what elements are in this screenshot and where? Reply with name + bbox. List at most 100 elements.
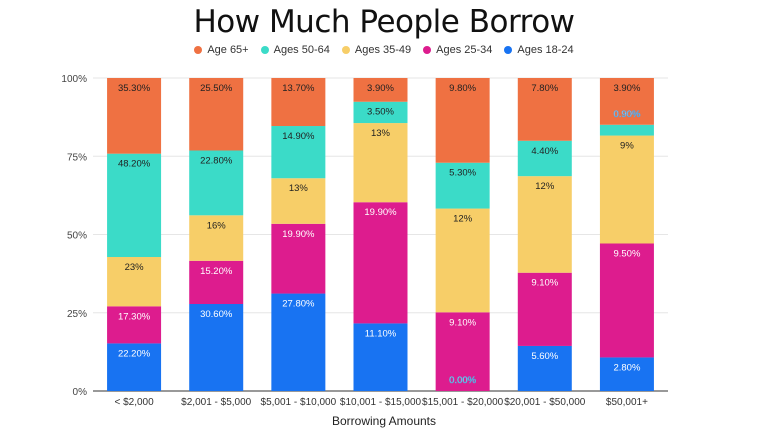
bar-segment: [107, 78, 162, 154]
bar-segment: [271, 178, 326, 224]
bar-segment: [517, 272, 572, 346]
data-label: 13.70%: [282, 83, 315, 94]
bar-segment: [107, 343, 162, 391]
data-label: 3.90%: [613, 83, 640, 94]
data-label: 22.80%: [200, 155, 233, 166]
bar-segment: [353, 78, 408, 102]
data-label: 17.30%: [118, 311, 151, 322]
legend-label: Ages 35-49: [354, 44, 412, 56]
data-label: 9.10%: [449, 317, 476, 328]
y-tick-label: 75%: [67, 152, 87, 163]
bar-segment: [271, 223, 326, 294]
legend-label: Age 65+: [207, 44, 249, 56]
bar-segment: [599, 124, 654, 136]
y-tick-label: 50%: [67, 231, 87, 242]
data-label: 14.90%: [282, 131, 315, 142]
data-label: 27.80%: [282, 299, 315, 310]
bar-segment: [189, 304, 244, 391]
legend-item: Ages 35-49: [341, 44, 412, 56]
data-label: 2.80%: [613, 362, 640, 373]
legend-item: Ages 50-64: [260, 44, 330, 56]
data-label: 9%: [620, 141, 634, 152]
legend-item: Age 65+: [194, 44, 249, 56]
x-tick-label: < $2,000: [114, 397, 154, 408]
chart-title: How Much People Borrow: [193, 4, 575, 40]
data-label: 5.30%: [449, 168, 476, 179]
x-axis-label: Borrowing Amounts: [331, 414, 437, 428]
bar-segment: [353, 123, 408, 203]
legend-item: Ages 25-34: [423, 44, 492, 56]
legend-swatch: [504, 46, 513, 54]
bar-segment: [353, 323, 408, 391]
y-tick-label: 0%: [73, 387, 88, 398]
bar-segment: [435, 208, 490, 313]
bar-segment: [353, 202, 408, 324]
bar-segment: [517, 345, 572, 391]
x-tick-label: $10,001 - $15,000: [340, 397, 422, 408]
data-label: 3.90%: [367, 83, 394, 94]
data-label: 0.00%: [449, 375, 476, 386]
data-label: 0.90%: [613, 109, 640, 120]
data-label: 7.80%: [531, 83, 558, 94]
bar-segment: [517, 140, 572, 177]
bar-segment: [271, 293, 326, 391]
legend-label: Ages 25-34: [436, 44, 493, 56]
bar-segment: [599, 135, 654, 244]
bar-segment: [107, 153, 162, 258]
bar-segment: [107, 257, 162, 307]
bar-segment: [271, 78, 326, 127]
data-label: 9.50%: [613, 248, 640, 259]
x-tick-label: $50,001+: [606, 397, 648, 408]
data-label: 12%: [535, 181, 555, 192]
data-label: 11.10%: [365, 328, 397, 339]
bar-segment: [189, 215, 244, 261]
data-label: 12%: [453, 214, 473, 225]
data-label: 15.20%: [200, 266, 233, 277]
bar-segment: [353, 101, 408, 124]
data-label: 9.80%: [449, 83, 476, 94]
y-tick-label: 100%: [61, 74, 87, 85]
bar-segment: [599, 357, 654, 391]
bar-segment: [435, 312, 490, 391]
bar-segment: [189, 260, 244, 305]
data-label: 19.90%: [364, 207, 397, 218]
bar-segment: [517, 176, 572, 273]
bar-segment: [599, 243, 654, 358]
x-tick-label: $2,001 - $5,000: [181, 397, 251, 408]
data-label: 16%: [207, 220, 227, 231]
data-label: 5.60%: [531, 351, 558, 362]
bar-segment: [189, 150, 244, 216]
data-label: 19.90%: [282, 229, 315, 240]
legend-label: Ages 50-64: [273, 44, 330, 56]
y-tick-label: 25%: [67, 309, 87, 320]
bar-segment: [599, 78, 654, 125]
legend-swatch: [341, 46, 350, 54]
data-label: 25.50%: [200, 83, 233, 94]
data-label: 4.40%: [531, 146, 558, 157]
bar-segment: [107, 306, 162, 344]
x-tick-label: $5,001 - $10,000: [261, 397, 337, 408]
data-label: 3.50%: [367, 107, 394, 118]
bar-segment: [435, 78, 490, 163]
legend-swatch: [423, 46, 432, 54]
bar-segment: [517, 78, 572, 141]
x-tick-label: $20,001 - $50,000: [504, 397, 586, 408]
bar-segment: [189, 78, 244, 151]
legend: Age 65+ Ages 50-64 Ages 35-49 Ages 25-34 Age…: [0, 44, 768, 56]
data-label: 13%: [289, 183, 309, 194]
legend-swatch: [260, 46, 269, 54]
data-label: 9.10%: [531, 278, 558, 289]
data-label: 22.20%: [118, 348, 151, 359]
data-label: 35.30%: [118, 83, 151, 94]
bar-segment: [435, 162, 490, 209]
data-label: 23%: [125, 262, 145, 273]
bar-segment: [271, 126, 326, 179]
data-label: 30.60%: [200, 309, 233, 320]
data-label: 48.20%: [118, 159, 151, 170]
legend-item: Ages 18-24: [504, 44, 574, 56]
data-label: 13%: [371, 128, 391, 139]
legend-swatch: [194, 46, 203, 54]
legend-label: Ages 18-24: [517, 44, 574, 56]
x-tick-label: $15,001 - $20,000: [422, 397, 504, 408]
